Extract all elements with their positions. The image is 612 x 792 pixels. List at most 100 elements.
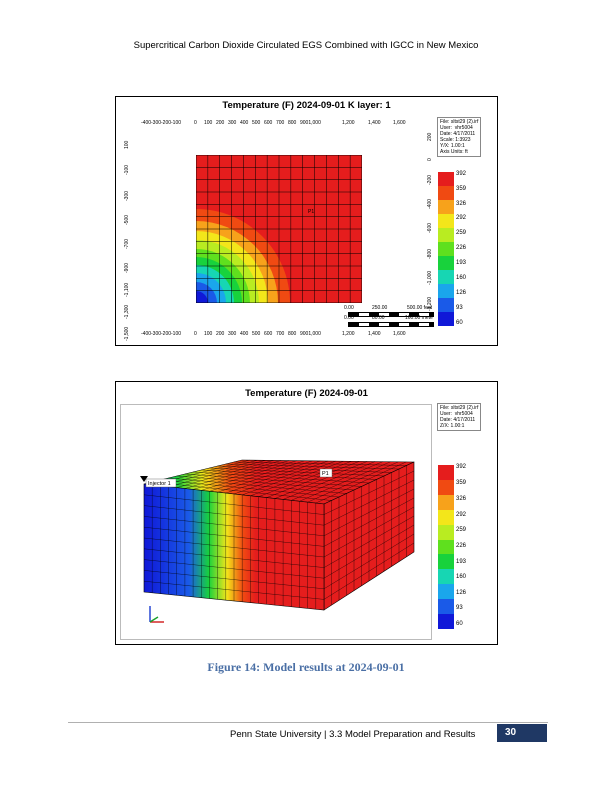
color-bar-swatch [438,614,454,629]
figure-3d-temperature-block: Temperature (F) 2024-09-01 [115,381,498,645]
color-bar-swatch [438,509,454,525]
color-bar-label: 193 [456,260,467,266]
block-grid-line [217,465,392,473]
color-bar [438,465,454,629]
figure-caption: Figure 14: Model results at 2024-09-01 [207,660,405,674]
block-grid-line [143,505,325,526]
x-tick: 700 [276,120,285,126]
footer-text: Penn State University | 3.3 Model Prepar… [230,729,476,740]
block-grid-line [323,479,415,526]
color-bar-swatch [438,228,454,242]
color-bar [438,172,454,326]
x-tick: 300 [228,331,237,337]
block-grid-line [323,506,415,558]
3d-block-view: Injector 1 P1 [140,459,415,623]
block-grid-line [192,471,370,484]
well-p1-label: P1 [308,209,314,215]
color-bar-swatch [438,479,454,495]
x-tick: 500 [252,331,261,337]
x-tick: 1,400 [368,331,381,337]
block-grid-line [152,481,332,501]
color-bar-swatch [438,524,454,540]
x-tick: 100 [204,331,213,337]
color-bar-swatch [438,270,454,284]
block-grid-line [143,570,325,589]
color-bar-swatch [438,242,454,256]
info-box: File: sltst29 (2).irf User: vhr5004 Date… [437,117,482,157]
y-tick: -1,100 [124,282,130,297]
block-grid-line [143,516,325,536]
block-grid-line [323,533,415,589]
y-tick-right: 0 [427,158,433,161]
info-box: File: sltst29 (2).irf User: vhr5004 Date… [437,403,482,431]
block-grid-line [143,559,325,579]
x-tick: 100 [204,120,213,126]
x-tick: 400 [240,331,249,337]
scale-bar-feet [348,312,434,317]
grid-lines [196,155,362,303]
color-bar-label: 160 [456,275,467,281]
x-tick: 1,200 [342,331,355,337]
x-tick: 1,400 [368,120,381,126]
block-grid-line [323,515,415,568]
y-tick-right: -400 [427,198,433,209]
color-bar-label: 392 [456,464,467,470]
color-bar-swatch [438,584,454,600]
color-bar-swatch [438,539,454,555]
scale-feet-2: 500.00 feet [407,305,433,311]
scale-feet-0: 0.00 [344,305,354,311]
block-grid-line [143,581,325,600]
color-bar-swatch [438,284,454,298]
color-bar-label: 392 [456,171,467,177]
color-bar-swatch [438,172,454,186]
temperature-grid-map: P1 [196,155,362,303]
block-grid-line [184,473,362,487]
block-grid-line [201,469,377,480]
x-tick: 9001,000 [300,331,321,337]
block-grid-line [160,479,340,498]
color-bar-label: 60 [456,320,463,326]
scale-m-1: 80.00 [372,315,385,321]
injector-marker [140,476,148,482]
color-bar-label: 226 [456,543,467,549]
y-tick: -500 [124,214,130,225]
y-tick-right: 200 [427,132,433,141]
block-grid-line [323,542,415,600]
figure2-title: Temperature (F) 2024-09-01 [245,388,368,399]
color-bar-swatch [438,200,454,214]
color-bar-label: 359 [456,186,467,192]
color-bar-label: 60 [456,621,463,627]
footer-divider [68,722,548,723]
color-bar-swatch [438,465,454,480]
color-bar-swatch [438,599,454,615]
producer-label-box [319,468,333,478]
figure1-title: Temperature (F) 2024-09-01 K layer: 1 [222,100,391,111]
injector-label-box [145,478,177,488]
x-tick: 1,200 [342,120,355,126]
color-bar-label: 126 [456,590,467,596]
scale-feet-1: 250.00 [372,305,388,311]
color-bar-swatch [438,214,454,228]
x-tick: 500 [252,120,261,126]
x-tick: 0 [194,331,197,337]
x-tick: -400-300-200-100 [141,120,182,126]
block-grid-line [143,527,325,547]
color-bar-label: 93 [456,605,463,611]
block-grid-line [168,477,347,494]
color-bar-label: 93 [456,305,463,311]
block-grid-line [323,470,415,515]
color-bar-label: 259 [456,527,467,533]
x-tick: 200 [216,120,225,126]
block-grid-line [143,548,325,568]
producer-label: P1 [322,471,329,477]
color-bar-label: 160 [456,574,467,580]
color-bar-swatch [438,554,454,570]
color-bar-swatch [438,256,454,270]
page-number: 30 [497,724,547,742]
contour-60 [196,291,208,303]
color-bar-swatch [438,494,454,510]
x-tick: 600 [264,120,273,126]
color-bar-label: 259 [456,230,467,236]
block-grid-line [323,488,415,536]
color-bar-swatch [438,312,454,326]
